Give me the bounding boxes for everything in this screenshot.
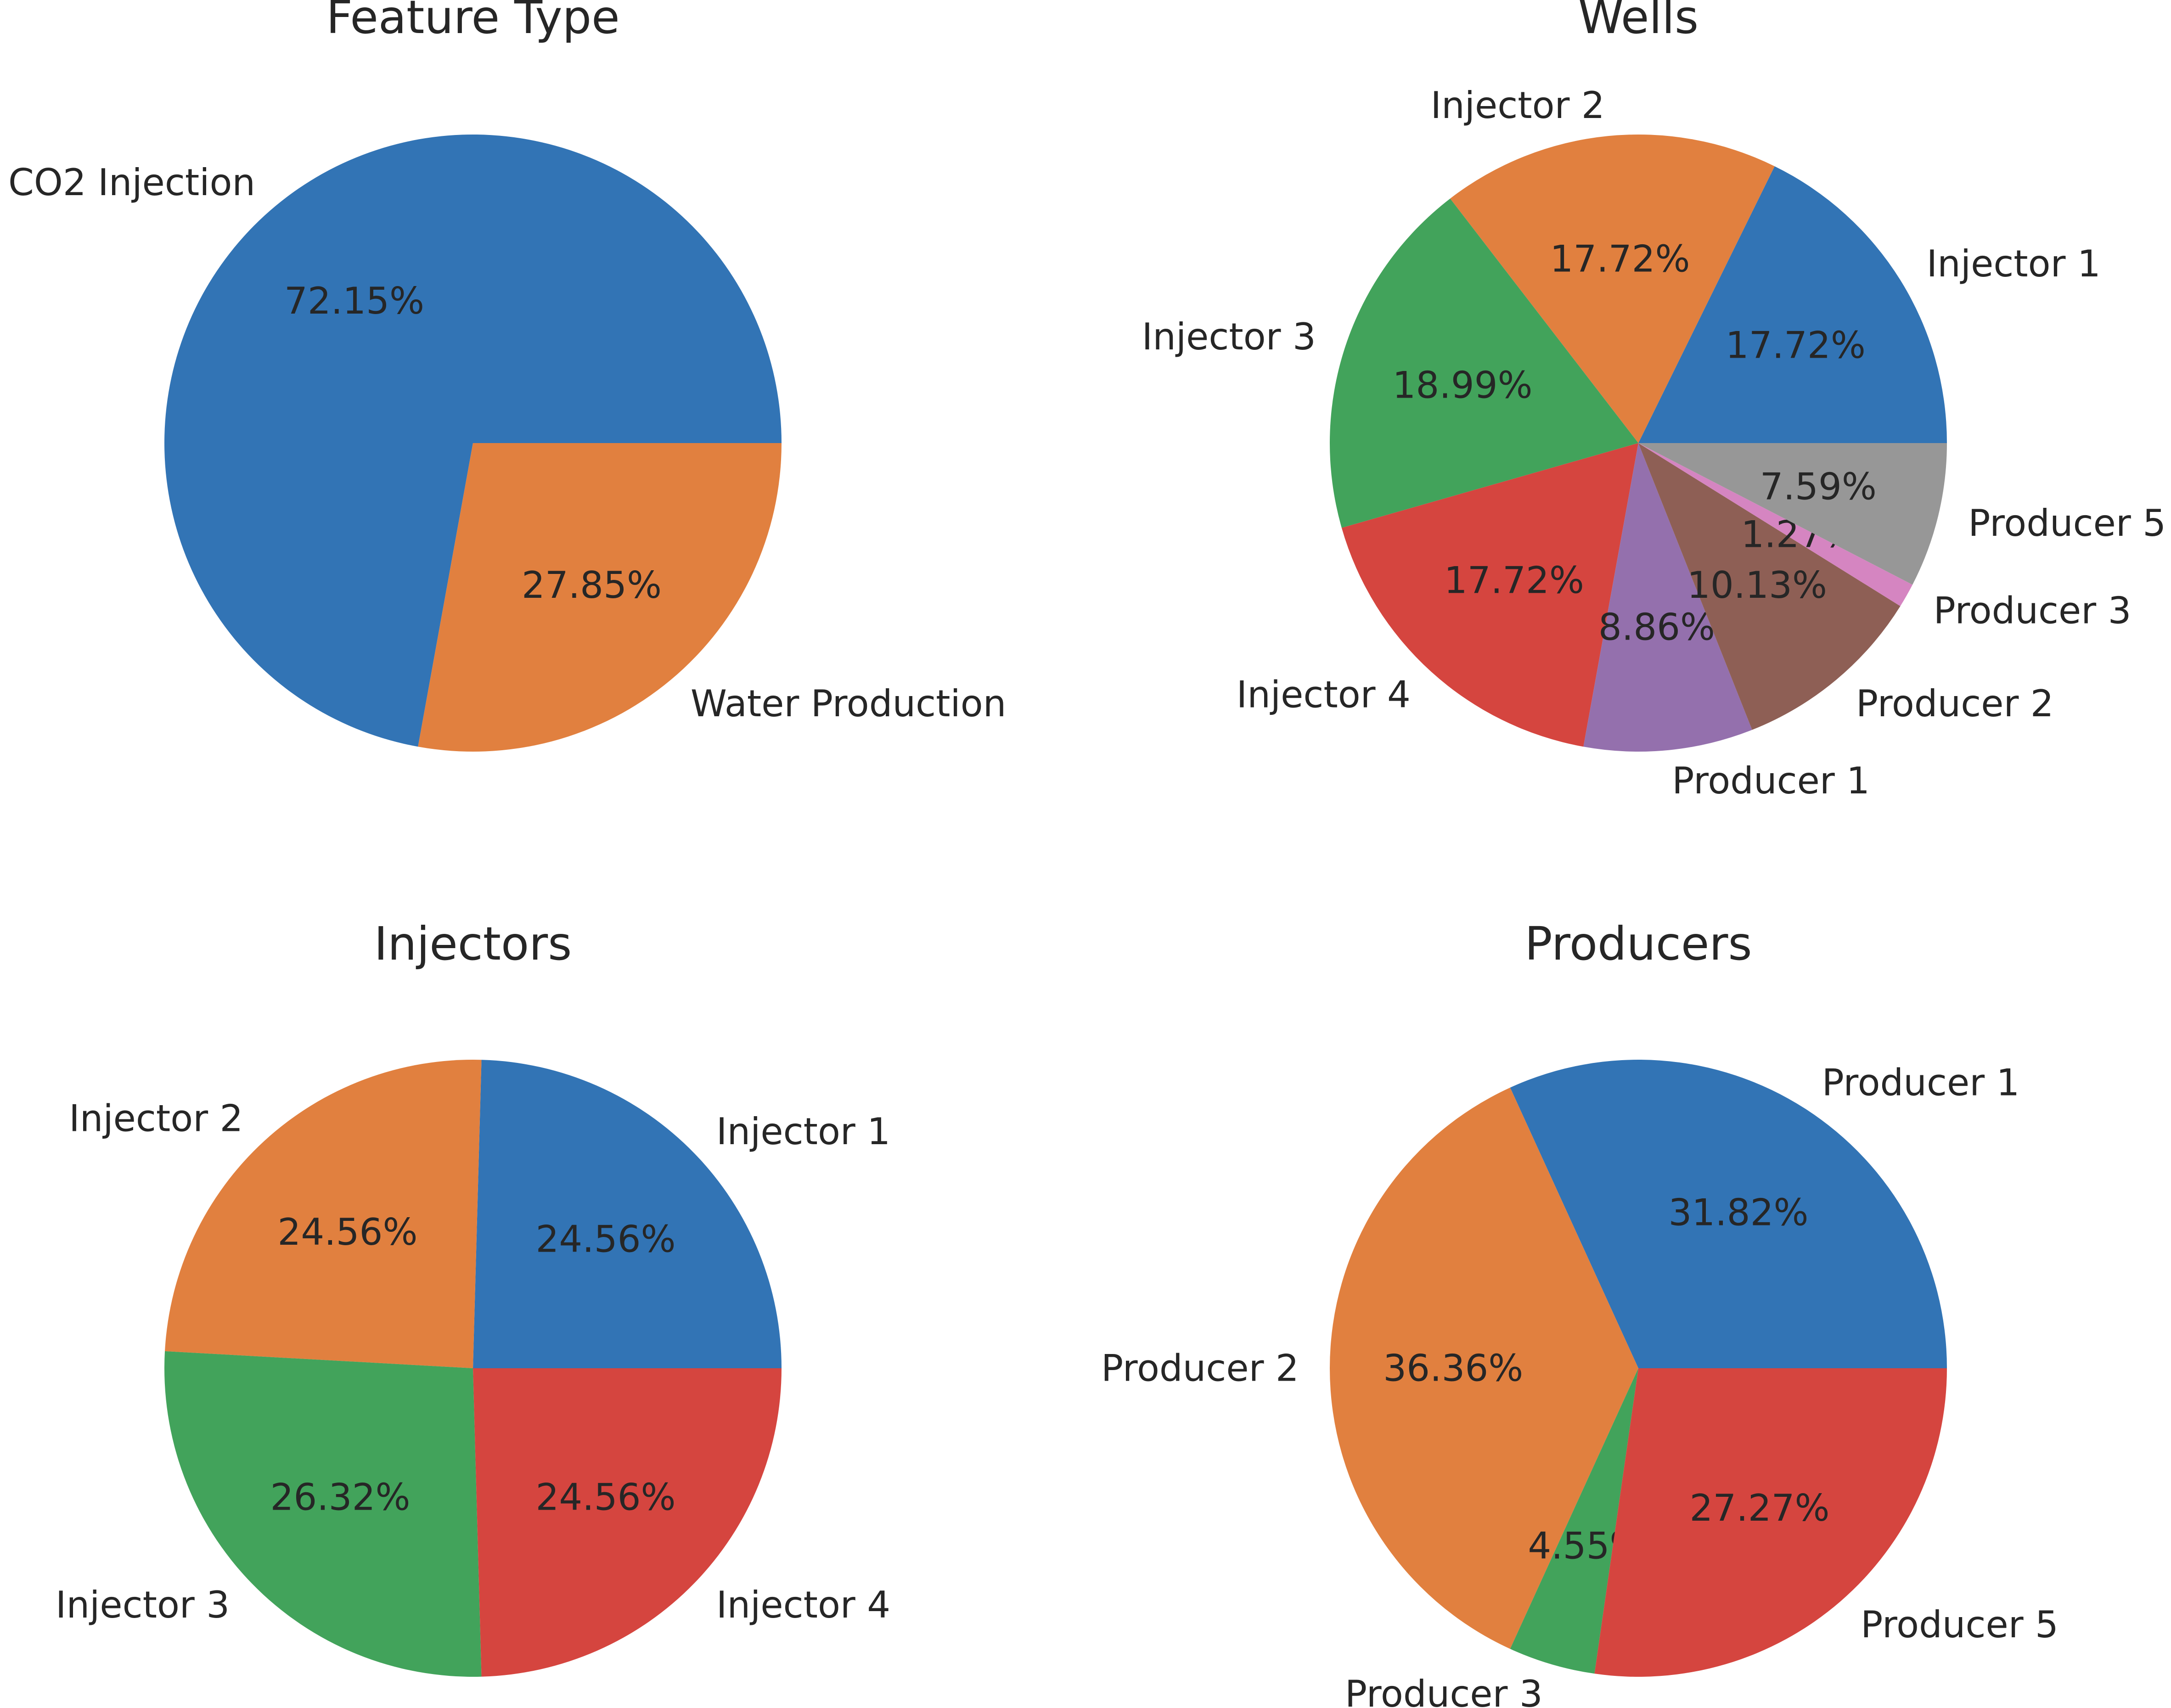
pie-percent-label: 7.59% — [1760, 466, 1877, 508]
pie-slice-label: CO2 Injection — [8, 161, 255, 204]
pie-slice-producer-1 — [1583, 443, 1752, 752]
pie-slice-label: Producer 3 — [1345, 1673, 1543, 1708]
pie-slice-injector-1 — [1638, 166, 1947, 443]
pie-slice-label: Producer 2 — [1101, 1347, 1299, 1390]
pie-slice-injector-1 — [473, 1060, 782, 1368]
pie-slice-producer-5 — [1594, 1368, 1947, 1677]
pie-slice-label: Water Production — [691, 682, 1007, 725]
pie-panel-wells: Wells 17.72% Injector 1 17.72% Injector 2 18.… — [1142, 0, 2166, 802]
pie-slice-label: Injector 2 — [69, 1097, 243, 1140]
pie-slice-injector-2 — [1450, 134, 1775, 443]
pie-percent-label: 17.72% — [1550, 237, 1690, 280]
pie-slice-producer-3 — [1510, 1368, 1638, 1674]
pie-percent-label: 8.86% — [1598, 606, 1715, 649]
pie-slice-producer-2 — [1638, 443, 1901, 730]
pie-slice-label: Injector 3 — [1142, 315, 1316, 358]
pie-slice-label: Injector 4 — [1237, 673, 1411, 716]
pie-slice-label: Producer 1 — [1822, 1062, 2020, 1104]
pie-slice-injector-4 — [473, 1368, 782, 1677]
pie-slice-co2-injection — [164, 135, 782, 747]
pie-percent-label: 36.36% — [1383, 1347, 1523, 1390]
pie-percent-label: 10.13% — [1687, 564, 1827, 607]
pie-percent-label: 24.56% — [277, 1211, 417, 1253]
pie-slice-label: Injector 3 — [56, 1584, 230, 1626]
pie-slice-producer-5 — [1638, 443, 1947, 585]
pie-panel-injectors: Injectors 24.56% Injector 1 24.56% Injector … — [56, 917, 890, 1677]
pie-percent-label: 17.72% — [1444, 559, 1584, 601]
pie-slice-injector-3 — [164, 1351, 482, 1677]
pie-slice-label: Injector 1 — [716, 1110, 890, 1153]
pie-slice-label: Injector 1 — [1927, 242, 2101, 285]
pie-slice-producer-1 — [1510, 1060, 1947, 1368]
pie-percent-label: 26.32% — [270, 1476, 410, 1519]
pie-percent-label: 72.15% — [284, 280, 424, 322]
pie-slice-label: Producer 5 — [1861, 1603, 2059, 1646]
pie-slice-water-production — [418, 443, 782, 752]
pie-slice-producer-2 — [1330, 1087, 1638, 1649]
pie-percent-label: 27.85% — [522, 564, 662, 607]
chart-title: Feature Type — [326, 0, 619, 44]
chart-title: Injectors — [374, 917, 572, 971]
chart-title: Wells — [1578, 0, 1699, 44]
chart-title: Producers — [1524, 917, 1752, 971]
pie-slice-label: Producer 1 — [1672, 759, 1870, 802]
pie-slice-injector-3 — [1330, 198, 1638, 528]
pie-panel-feature-type: Feature Type 72.15% CO2 Injection 27.85% Wat… — [8, 0, 1006, 752]
pie-percent-label: 17.72% — [1726, 324, 1866, 366]
pie-slice-producer-3 — [1638, 443, 1913, 607]
pie-percent-label: 31.82% — [1668, 1191, 1808, 1234]
pie-slice-label: Producer 5 — [1968, 502, 2166, 545]
pie-percent-label: 18.99% — [1393, 364, 1533, 406]
pie-panel-producers: Producers 31.82% Producer 1 36.36% Producer … — [1101, 917, 2059, 1708]
pie-percent-label: 24.56% — [535, 1218, 675, 1260]
pie-percent-label: 27.27% — [1690, 1487, 1830, 1529]
pie-slice-label: Producer 3 — [1934, 590, 2132, 632]
pie-slice-injector-4 — [1341, 443, 1638, 747]
pie-slice-label: Injector 2 — [1430, 84, 1604, 127]
pie-slice-label: Producer 2 — [1856, 682, 2054, 725]
pie-slice-injector-2 — [165, 1060, 482, 1368]
pie-slice-label: Injector 4 — [716, 1584, 890, 1626]
pie-percent-label: 24.56% — [535, 1476, 675, 1519]
